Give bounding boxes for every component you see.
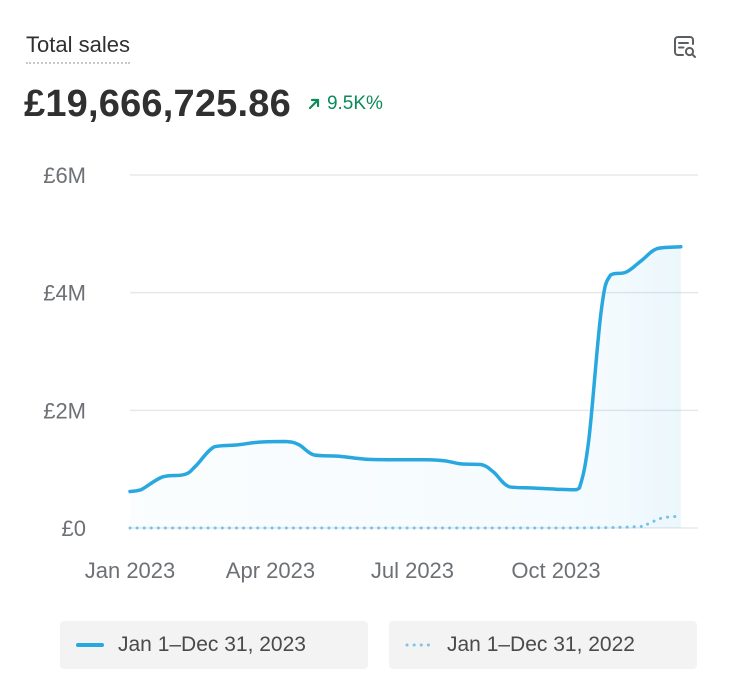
legend-solid-line-icon: [76, 643, 104, 647]
series-line-current: [128, 245, 683, 494]
x-tick-label: Jul 2023: [371, 558, 454, 583]
legend-label-current: Jan 1–Dec 31, 2023: [118, 633, 306, 656]
x-tick-label: Oct 2023: [511, 558, 600, 583]
y-tick-label: £6M: [43, 163, 86, 188]
x-tick-label: Jan 2023: [85, 558, 176, 583]
card-title[interactable]: Total sales: [26, 32, 130, 64]
legend-item-previous[interactable]: Jan 1–Dec 31, 2022: [389, 621, 697, 669]
total-row: £19,666,725.86 9.5K%: [24, 80, 383, 128]
arrow-up-right-icon: [308, 98, 320, 110]
change-badge: 9.5K%: [307, 93, 383, 115]
legend-item-current[interactable]: Jan 1–Dec 31, 2023: [60, 621, 368, 669]
series-area-current: [130, 246, 681, 529]
legend-label-previous: Jan 1–Dec 31, 2022: [447, 633, 635, 656]
y-tick-label: £4M: [43, 281, 86, 306]
total-sales-value: £19,666,725.86: [24, 82, 291, 125]
y-tick-label: £2M: [43, 398, 86, 423]
sales-line-chart: £0 £2M £4M £6M Jan 2023 Apr 2023 Jul 2023 Oct 2…: [43, 163, 698, 583]
explore-report-button[interactable]: [668, 30, 702, 64]
change-value: 9.5K%: [326, 93, 383, 114]
x-tick-label: Apr 2023: [226, 558, 315, 583]
y-tick-label: £0: [62, 516, 86, 541]
legend-dotted-line-icon: [405, 643, 433, 647]
chart-search-icon: [674, 36, 696, 58]
